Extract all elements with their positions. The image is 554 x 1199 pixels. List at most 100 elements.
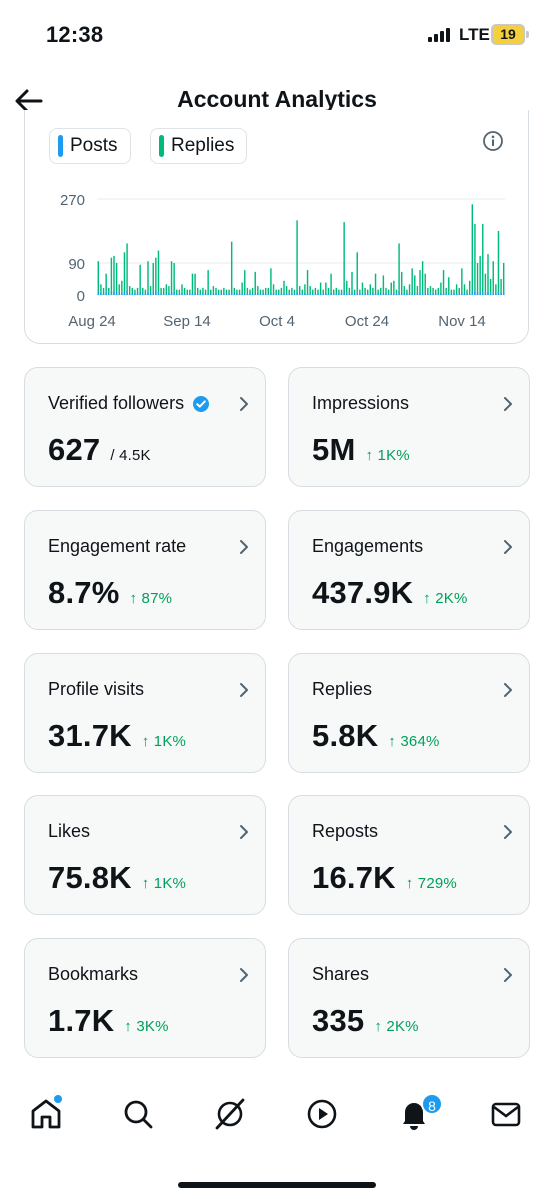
grok-icon[interactable] xyxy=(212,1096,248,1132)
posts-bar xyxy=(448,293,450,295)
stat-value-row: 1.7K ↑ 3K% xyxy=(48,1003,169,1039)
posts-bar xyxy=(223,293,225,295)
replies-bar xyxy=(105,273,107,295)
posts-bar xyxy=(170,292,173,295)
replies-bar xyxy=(306,270,309,295)
posts-bar xyxy=(241,293,243,295)
posts-bar xyxy=(291,293,293,295)
posts-bar xyxy=(319,293,322,295)
replies-bar xyxy=(461,268,463,295)
posts-bar xyxy=(450,293,453,295)
bottom-tab-bar xyxy=(0,1080,554,1150)
stat-card-impressions[interactable]: Impressions 5M ↑ 1K% xyxy=(288,367,530,487)
replies-bar xyxy=(458,287,460,295)
posts-bar xyxy=(272,293,275,295)
replies-bar xyxy=(217,289,220,295)
stat-card-reposts[interactable]: Reposts 16.7K ↑ 729% xyxy=(288,795,530,915)
stat-label-text: Reposts xyxy=(312,821,379,841)
posts-bar xyxy=(296,290,298,295)
replies-bar xyxy=(395,289,398,295)
stat-card-bookmarks[interactable]: Bookmarks 1.7K ↑ 3K% xyxy=(24,938,266,1058)
y-tick-label: 90 xyxy=(68,256,85,273)
notifications-bell-icon[interactable] xyxy=(396,1096,432,1132)
replies-bar xyxy=(434,289,437,295)
posts-bar xyxy=(131,293,134,295)
replies-bar xyxy=(408,284,411,295)
chevron-right-icon xyxy=(504,968,512,982)
replies-bar xyxy=(421,261,424,295)
search-icon[interactable] xyxy=(120,1096,156,1132)
replies-bar xyxy=(403,286,406,295)
posts-bar xyxy=(236,293,238,295)
posts-bar xyxy=(497,291,500,295)
back-button[interactable] xyxy=(12,84,46,118)
replies-bar xyxy=(207,270,209,295)
posts-bar xyxy=(461,292,463,295)
replies-bar xyxy=(176,289,178,295)
replies-bar xyxy=(210,289,212,295)
posts-bar xyxy=(102,293,105,295)
stat-label-text: Replies xyxy=(312,679,373,699)
stat-label: Impressions xyxy=(312,393,409,414)
posts-bar xyxy=(301,293,304,295)
stat-value: 335 xyxy=(312,1003,365,1038)
stat-card-engagements[interactable]: Engagements 437.9K ↑ 2K% xyxy=(288,510,530,630)
posts-bar xyxy=(361,293,364,295)
posts-bar xyxy=(228,293,230,295)
info-icon[interactable] xyxy=(482,130,504,152)
posts-bar xyxy=(121,293,123,295)
posts-bar xyxy=(393,293,395,295)
posts-bar xyxy=(202,293,204,295)
replies-bar xyxy=(335,287,338,295)
replies-bar xyxy=(487,254,489,295)
replies-bar xyxy=(432,287,434,295)
posts-bar xyxy=(377,293,379,295)
stat-card-engagement-rate[interactable]: Engagement rate 8.7% ↑ 87% xyxy=(24,510,266,630)
posts-bar xyxy=(155,291,157,295)
posts-bar xyxy=(194,292,196,295)
replies-bar xyxy=(330,273,332,295)
stat-card-verified-followers[interactable]: Verified followers 627 / 4.5K xyxy=(24,367,266,487)
chevron-right-icon xyxy=(504,397,512,411)
posts-bar xyxy=(340,293,343,295)
posts-bar xyxy=(353,293,356,295)
stat-card-replies[interactable]: Replies 5.8K ↑ 364% xyxy=(288,653,530,773)
replies-bar xyxy=(390,282,392,295)
replies-bar xyxy=(134,289,136,295)
legend-posts-label: Posts xyxy=(70,135,118,156)
replies-bar xyxy=(288,289,290,295)
legend-posts[interactable]: Posts xyxy=(49,128,131,164)
posts-bar xyxy=(142,293,144,295)
posts-bar xyxy=(356,291,358,295)
replies-bar xyxy=(212,286,215,295)
video-play-icon[interactable] xyxy=(304,1096,340,1132)
posts-bar xyxy=(458,293,460,295)
replies-bar xyxy=(366,289,369,295)
replies-bar xyxy=(492,261,494,295)
stat-value: 5.8K xyxy=(312,718,379,753)
stat-change: ↑ 364% xyxy=(388,733,440,750)
replies-bar xyxy=(351,271,353,295)
stat-value-row: 8.7% ↑ 87% xyxy=(48,575,172,611)
replies-bar xyxy=(427,287,429,295)
stat-label: Likes xyxy=(48,821,90,842)
stat-value: 16.7K xyxy=(312,860,396,895)
home-icon[interactable] xyxy=(28,1096,64,1132)
stat-card-shares[interactable]: Shares 335 ↑ 2K% xyxy=(288,938,530,1058)
stat-card-profile-visits[interactable]: Profile visits 31.7K ↑ 1K% xyxy=(24,653,266,773)
posts-bar xyxy=(406,293,408,295)
posts-bar xyxy=(283,293,285,295)
stat-card-likes[interactable]: Likes 75.8K ↑ 1K% xyxy=(24,795,266,915)
messages-icon[interactable] xyxy=(488,1096,524,1132)
replies-bar xyxy=(356,252,358,295)
replies-bar xyxy=(257,286,259,295)
legend-replies[interactable]: Replies xyxy=(150,128,248,164)
verified-badge-icon xyxy=(193,395,210,412)
page-title: Account Analytics xyxy=(177,86,377,112)
home-indicator[interactable] xyxy=(178,1182,376,1188)
replies-bar xyxy=(251,287,254,295)
replies-bar xyxy=(448,277,450,295)
posts-bar xyxy=(144,293,147,295)
posts-bar xyxy=(183,293,186,295)
replies-bar xyxy=(275,289,277,295)
